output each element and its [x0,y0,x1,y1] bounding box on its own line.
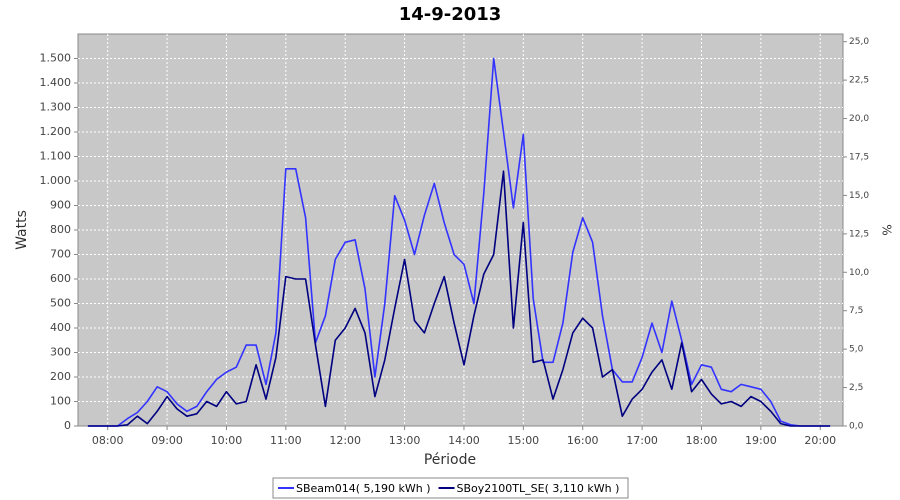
x-tick-label: 08:00 [92,434,124,447]
y2-tick-label: 15,0 [849,191,869,201]
legend-label: SBeam014( 5,190 kWh ) [296,482,431,495]
y-tick-label: 1.000 [40,174,72,187]
y2-tick-label: 25,0 [849,37,869,47]
legend-label: SBoy2100TL_SE( 3,110 kWh ) [457,482,620,495]
y-tick-label: 300 [50,346,71,359]
y-tick-label: 800 [50,223,71,236]
y-tick-label: 600 [50,272,71,285]
x-tick-label: 16:00 [567,434,599,447]
y-tick-label: 500 [50,297,71,310]
y2-axis-label: % [880,224,894,235]
x-tick-label: 19:00 [745,434,777,447]
y-tick-label: 1.300 [40,101,72,114]
y-tick-label: 1.400 [40,76,72,89]
x-tick-label: 09:00 [151,434,183,447]
y2-tick-label: 17,5 [849,152,869,162]
y2-tick-label: 10,0 [849,268,869,278]
y-axis-label: Watts [14,210,30,250]
x-tick-label: 15:00 [507,434,539,447]
y2-tick-label: 2,5 [849,383,863,393]
x-tick-label: 11:00 [270,434,302,447]
y2-tick-label: 12,5 [849,229,869,239]
chart-title: 14-9-2013 [399,4,502,25]
y2-tick-label: 5,0 [849,345,864,355]
plot-area [77,33,844,427]
series-line [87,57,831,427]
y2-tick-label: 7,5 [849,306,863,316]
y2-tick-label: 22,5 [849,76,869,86]
x-tick-label: 12:00 [329,434,361,447]
y2-tick-label: 20,0 [849,114,869,124]
x-tick-label: 10:00 [211,434,243,447]
series-line [87,170,831,427]
y-tick-label: 0 [64,419,71,432]
x-tick-label: 14:00 [448,434,480,447]
y-tick-label: 1.200 [40,125,72,138]
y-tick-label: 200 [50,370,71,383]
x-tick-label: 20:00 [804,434,836,447]
y-tick-label: 400 [50,321,71,334]
y2-tick-label: 0,0 [849,422,864,432]
x-axis-label: Période [424,452,476,468]
x-tick-label: 18:00 [686,434,718,447]
y-tick-label: 1.100 [40,150,72,163]
x-tick-label: 13:00 [389,434,421,447]
y-tick-label: 900 [50,199,71,212]
y-tick-label: 700 [50,248,71,261]
x-tick-label: 17:00 [626,434,658,447]
y-tick-label: 100 [50,395,71,408]
y-tick-label: 1.500 [40,52,72,65]
